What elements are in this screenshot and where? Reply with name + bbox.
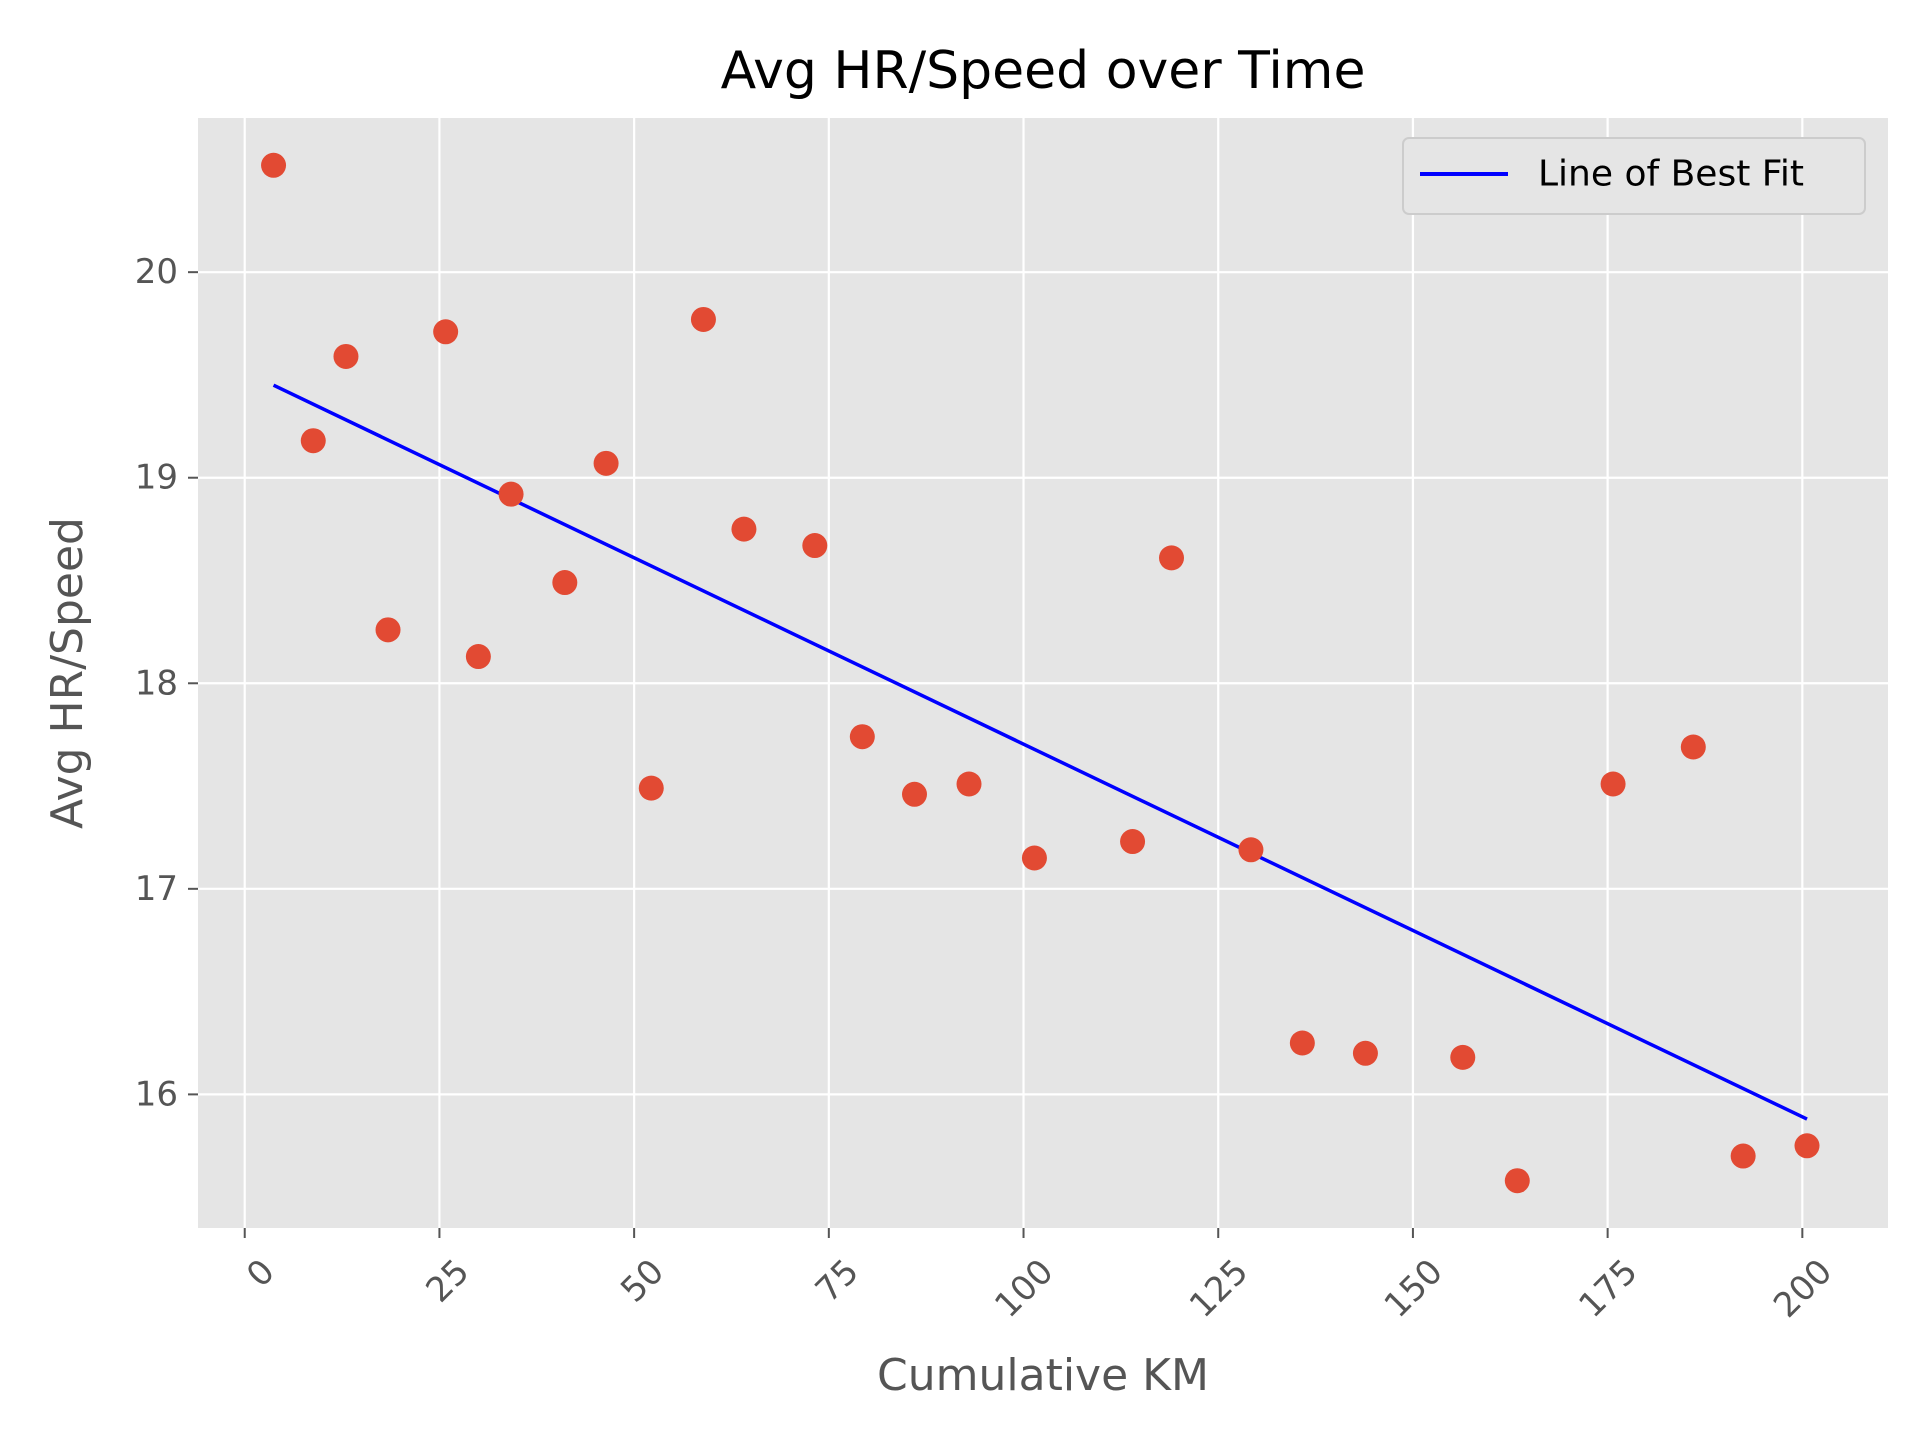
data-point <box>593 450 619 476</box>
data-point <box>1289 1030 1315 1056</box>
x-tick-label: 25 <box>418 1252 477 1311</box>
chart-title: Avg HR/Speed over Time <box>721 41 1366 101</box>
data-point <box>1159 545 1185 571</box>
x-tick-label: 100 <box>987 1252 1061 1326</box>
legend-label: Line of Best Fit <box>1538 154 1804 195</box>
data-points <box>261 152 1820 1194</box>
data-point <box>1238 837 1264 863</box>
data-point <box>1794 1133 1820 1159</box>
data-point <box>956 771 982 797</box>
data-point <box>1600 771 1626 797</box>
y-tick-label: 16 <box>135 1074 178 1114</box>
data-point <box>1730 1143 1756 1169</box>
data-point <box>300 428 326 454</box>
data-point <box>1352 1040 1378 1066</box>
data-point <box>1504 1168 1530 1194</box>
best-fit-line-group <box>272 383 1808 1121</box>
data-point <box>690 306 716 332</box>
x-tick-label: 75 <box>808 1252 867 1311</box>
y-tick-label: 17 <box>135 869 178 909</box>
data-point <box>802 533 828 559</box>
data-point <box>731 516 757 542</box>
x-tick-label: 125 <box>1182 1252 1256 1326</box>
y-tick-label: 18 <box>135 663 178 703</box>
data-point <box>1680 734 1706 760</box>
data-point <box>498 481 524 507</box>
x-tick-label: 175 <box>1571 1252 1645 1326</box>
x-tick-label: 200 <box>1766 1252 1840 1326</box>
data-point <box>333 343 359 369</box>
x-tick-label: 0 <box>239 1252 283 1296</box>
y-tick-label: 19 <box>135 458 178 498</box>
y-axis-label: Avg HR/Speed <box>42 517 93 829</box>
best-fit-line <box>272 383 1808 1121</box>
x-tick-label: 50 <box>613 1252 672 1311</box>
data-point <box>375 617 401 643</box>
y-tick-label: 20 <box>135 252 178 292</box>
data-point <box>849 724 875 750</box>
legend-box <box>1402 137 1866 215</box>
data-point <box>465 644 491 670</box>
data-point <box>638 775 664 801</box>
plot-background <box>198 118 1888 1228</box>
data-point <box>1021 845 1047 871</box>
data-point <box>1120 829 1146 855</box>
data-point <box>261 152 287 178</box>
data-point <box>433 319 459 345</box>
x-axis-label: Cumulative KM <box>877 1350 1209 1401</box>
data-point <box>901 781 927 807</box>
data-point <box>1450 1044 1476 1070</box>
data-point <box>552 570 578 596</box>
grid-lines <box>198 118 1888 1228</box>
legend: Line of Best Fit <box>1402 137 1866 215</box>
x-tick-label: 150 <box>1377 1252 1451 1326</box>
